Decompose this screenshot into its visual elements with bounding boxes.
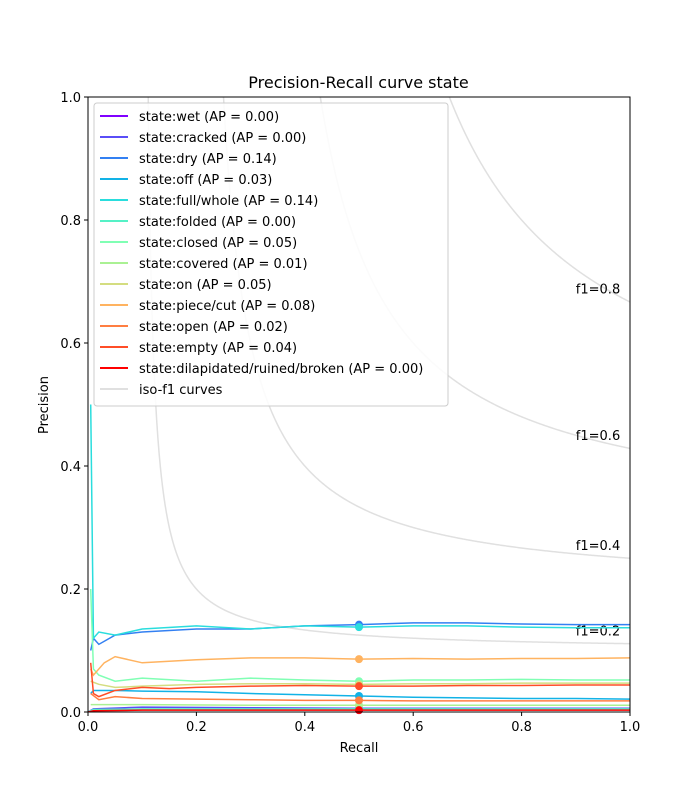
legend-entry: state:full/whole (AP = 0.14) xyxy=(139,194,318,209)
series-marker-11 xyxy=(355,682,363,691)
series-line-4 xyxy=(89,404,630,641)
x-tick-label: 0.6 xyxy=(403,720,424,735)
y-tick-label: 0.2 xyxy=(60,583,81,598)
series-line-12 xyxy=(88,709,630,712)
series-line-5 xyxy=(88,708,630,712)
series-marker-9 xyxy=(355,655,363,664)
x-axis-ticks: 0.0 0.2 0.4 0.6 0.8 1.0 xyxy=(78,712,641,735)
series-marker-12 xyxy=(355,706,363,715)
series-line-11 xyxy=(89,662,630,698)
legend-box xyxy=(93,102,449,407)
y-axis-ticks: 0.0 0.2 0.4 0.6 0.8 1.0 xyxy=(60,91,88,721)
series-line-6 xyxy=(89,588,630,683)
iso-f1-curve-0.8 xyxy=(448,97,630,303)
iso-f1-curve-0.4 xyxy=(222,97,630,559)
y-tick-label: 0.6 xyxy=(60,337,81,352)
legend-entry: state:dilapidated/ruined/broken (AP = 0.… xyxy=(139,362,423,377)
series-markers xyxy=(355,620,363,715)
chart-title: Precision-Recall curve state xyxy=(248,73,468,92)
iso-f1-label: f1=0.2 xyxy=(576,624,620,639)
legend-entry: state:open (AP = 0.02) xyxy=(139,320,288,335)
legend-entry: state:off (AP = 0.03) xyxy=(139,173,272,188)
plot-frame xyxy=(87,96,631,713)
series-line-7 xyxy=(90,703,630,706)
series-marker-10 xyxy=(355,696,363,705)
legend-entry: state:wet (AP = 0.00) xyxy=(139,110,279,125)
iso-f1-label: f1=0.6 xyxy=(576,429,620,444)
legend-entry: state:covered (AP = 0.01) xyxy=(139,257,308,272)
iso-f1-label: f1=0.4 xyxy=(576,539,620,554)
y-tick-label: 0.4 xyxy=(60,460,81,475)
legend-entry: iso-f1 curves xyxy=(139,383,223,398)
series-line-8 xyxy=(90,680,630,689)
legend-entry: state:dry (AP = 0.14) xyxy=(139,152,277,167)
iso-f1-label: f1=0.8 xyxy=(576,283,620,298)
legend-entry: state:empty (AP = 0.04) xyxy=(139,341,297,356)
iso-f1-curve-0.2 xyxy=(147,97,630,645)
x-tick-label: 0.4 xyxy=(294,720,315,735)
legend-entry: state:folded (AP = 0.00) xyxy=(139,215,296,230)
legend-entry: state:on (AP = 0.05) xyxy=(139,278,272,293)
legend: state:wet (AP = 0.00) state:cracked (AP =… xyxy=(93,102,449,407)
x-tick-label: 0.8 xyxy=(511,720,532,735)
legend-entry: state:cracked (AP = 0.00) xyxy=(139,131,306,146)
x-tick-label: 0.0 xyxy=(78,720,99,735)
legend-entry: state:closed (AP = 0.05) xyxy=(139,236,297,251)
iso-f1-labels: f1=0.2 f1=0.4 f1=0.6 f1=0.8 xyxy=(576,283,620,640)
series-line-10 xyxy=(90,692,630,702)
series-marker-4 xyxy=(355,623,363,632)
x-axis-label: Recall xyxy=(340,741,379,756)
x-tick-label: 0.2 xyxy=(186,720,207,735)
legend-entry: state:piece/cut (AP = 0.08) xyxy=(139,299,315,314)
y-tick-label: 0.0 xyxy=(60,706,81,721)
y-tick-label: 1.0 xyxy=(60,91,81,106)
y-tick-label: 0.8 xyxy=(60,214,81,229)
y-axis-label: Precision xyxy=(37,376,52,434)
series-line-9 xyxy=(90,655,630,677)
series-lines xyxy=(88,404,630,712)
x-tick-label: 1.0 xyxy=(620,720,641,735)
